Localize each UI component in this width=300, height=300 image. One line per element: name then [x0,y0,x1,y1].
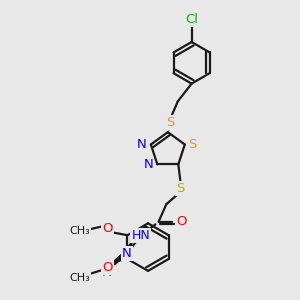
Text: S: S [166,116,174,129]
Text: N: N [137,138,147,151]
Text: H: H [102,266,112,279]
Text: CH₃: CH₃ [70,273,90,283]
Text: N: N [144,158,153,171]
Text: CH₃: CH₃ [70,226,90,236]
Text: N: N [122,247,132,260]
Text: O: O [102,261,113,274]
Text: Cl: Cl [185,13,198,26]
Text: S: S [188,138,197,151]
Text: O: O [102,222,113,235]
Text: HN: HN [131,229,150,242]
Text: O: O [176,215,187,228]
Text: S: S [176,182,184,195]
